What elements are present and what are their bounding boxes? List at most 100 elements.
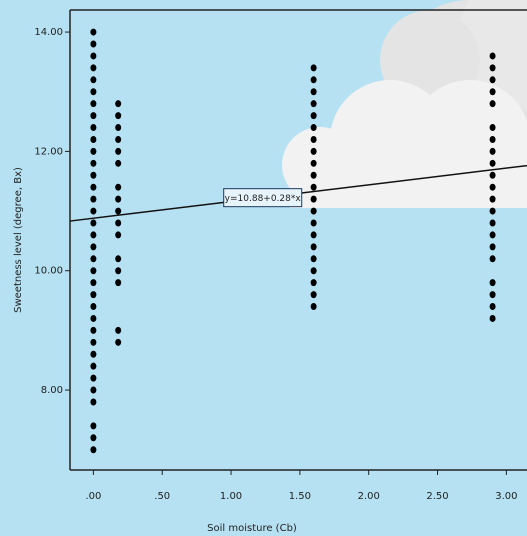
point — [90, 398, 97, 406]
point — [310, 171, 317, 179]
cloud-decoration — [282, 0, 527, 208]
point — [310, 243, 317, 251]
point — [115, 159, 122, 167]
point — [489, 76, 496, 84]
y-tick-label: 10.00 — [34, 266, 63, 277]
point — [115, 135, 122, 143]
point — [489, 52, 496, 60]
point — [489, 100, 496, 108]
point — [115, 124, 122, 132]
point — [90, 64, 97, 72]
point — [489, 303, 496, 311]
point — [310, 231, 317, 239]
point — [115, 267, 122, 275]
point — [310, 183, 317, 191]
point — [310, 112, 317, 120]
point — [489, 88, 496, 96]
point — [90, 434, 97, 442]
x-tick-label: 3.00 — [495, 491, 517, 502]
point — [310, 219, 317, 227]
y-tick-label: 12.00 — [34, 146, 63, 157]
point — [489, 64, 496, 72]
point — [90, 422, 97, 430]
point — [90, 446, 97, 454]
point — [310, 135, 317, 143]
point — [115, 207, 122, 215]
point — [310, 88, 317, 96]
point — [489, 291, 496, 299]
fit-label: y=10.88+0.28*x — [225, 194, 302, 204]
point — [489, 147, 496, 155]
point — [90, 147, 97, 155]
x-tick-label: 1.50 — [289, 491, 311, 502]
point — [115, 338, 122, 346]
point — [90, 207, 97, 215]
fit-label-box — [223, 188, 303, 208]
point — [90, 28, 97, 36]
x-tick-label: 2.50 — [426, 491, 448, 502]
point — [489, 219, 496, 227]
point — [310, 207, 317, 215]
point — [310, 124, 317, 132]
point — [310, 255, 317, 263]
point — [310, 303, 317, 311]
x-axis-label: Soil moisture (Cb) — [207, 523, 297, 534]
y-tick-label: 14.00 — [34, 27, 63, 38]
point — [489, 231, 496, 239]
point — [310, 100, 317, 108]
point — [90, 386, 97, 394]
point — [90, 183, 97, 191]
point — [115, 112, 122, 120]
y-tick-label: 8.00 — [41, 385, 63, 396]
x-tick-label: .50 — [154, 491, 170, 502]
point — [90, 231, 97, 239]
point — [90, 171, 97, 179]
x-tick-label: 1.00 — [220, 491, 242, 502]
point — [90, 362, 97, 370]
point — [310, 279, 317, 287]
point — [489, 314, 496, 322]
point — [90, 255, 97, 263]
point — [115, 326, 122, 334]
point — [90, 135, 97, 143]
point — [90, 159, 97, 167]
point — [90, 291, 97, 299]
point — [90, 338, 97, 346]
point — [90, 303, 97, 311]
y-axis-label: Sweetness level (degree, Bx) — [13, 167, 24, 313]
point — [310, 291, 317, 299]
point — [115, 231, 122, 239]
point — [115, 279, 122, 287]
point — [310, 159, 317, 167]
point — [489, 171, 496, 179]
point — [90, 76, 97, 84]
point — [115, 100, 122, 108]
point — [90, 195, 97, 203]
point — [489, 135, 496, 143]
point — [90, 40, 97, 48]
point — [489, 243, 496, 251]
point — [115, 147, 122, 155]
point — [90, 267, 97, 275]
x-tick-label: 2.00 — [358, 491, 380, 502]
point — [115, 255, 122, 263]
point — [489, 207, 496, 215]
x-tick-label: .00 — [85, 491, 101, 502]
point — [90, 350, 97, 358]
point — [489, 279, 496, 287]
point — [489, 124, 496, 132]
point — [90, 279, 97, 287]
point — [90, 374, 97, 382]
point — [310, 195, 317, 203]
point — [90, 100, 97, 108]
point — [489, 183, 496, 191]
point — [489, 255, 496, 263]
point — [310, 76, 317, 84]
point — [310, 147, 317, 155]
point — [90, 326, 97, 334]
point — [489, 159, 496, 167]
point — [115, 183, 122, 191]
point — [90, 88, 97, 96]
point — [115, 195, 122, 203]
